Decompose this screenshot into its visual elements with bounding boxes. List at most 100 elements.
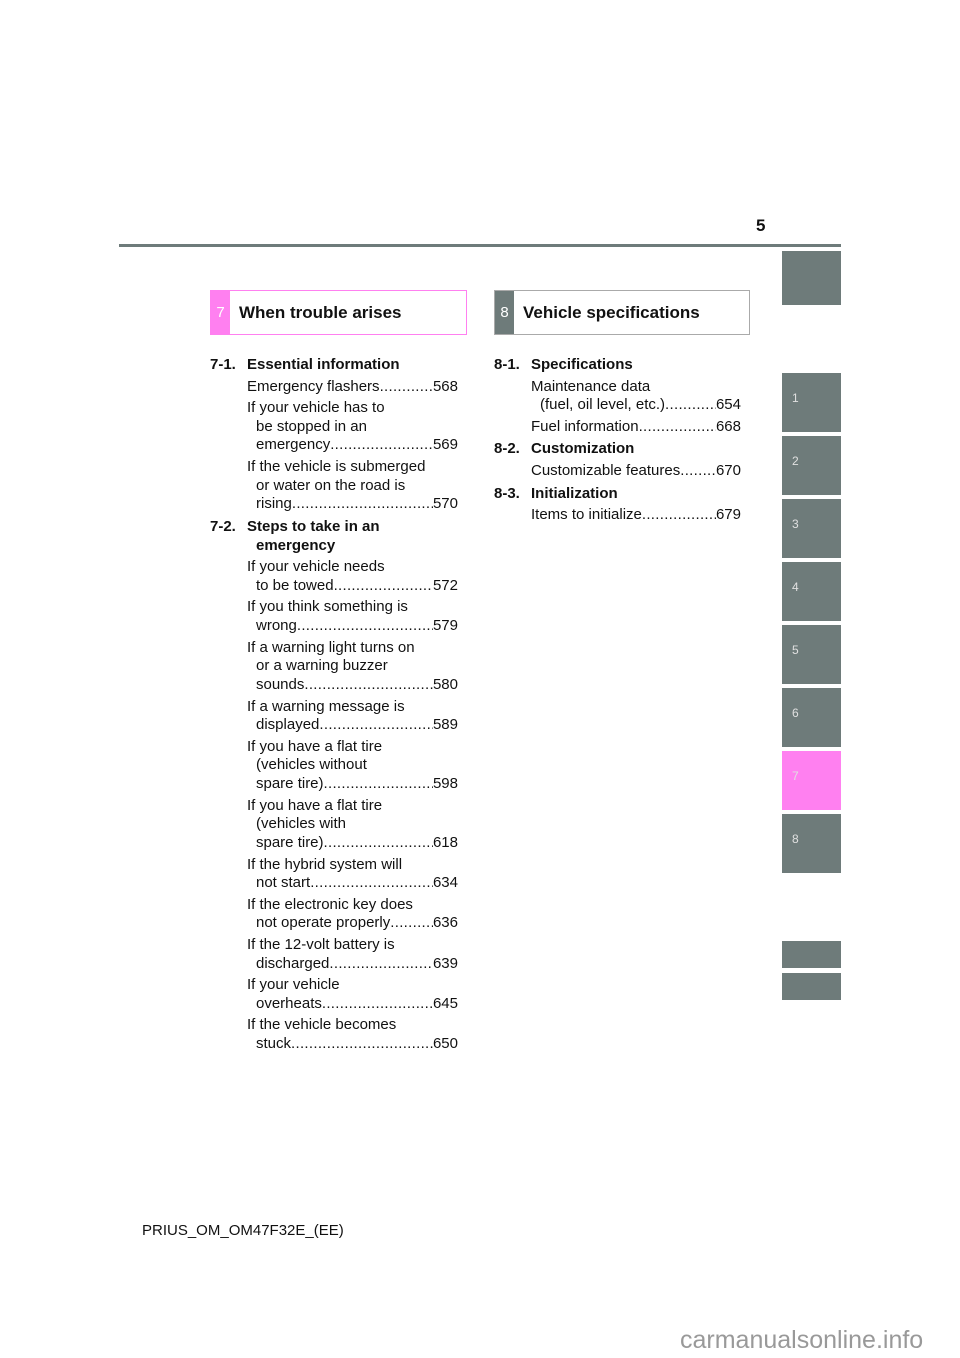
entry-text: (vehicles with [256,815,347,833]
entry-text: If the vehicle is submerged [247,457,426,475]
chapter-title: When trouble arises [239,302,402,322]
entry-text: If the 12-volt battery is [247,935,395,953]
entry-text: spare tire) [256,775,324,793]
dot-leader [291,1035,433,1054]
entry-text: emergency [256,436,331,454]
page-ref[interactable]: 639 [432,954,458,972]
entry-text: to be towed [256,576,334,594]
section-title: Steps to take in an [247,518,380,536]
tab-label: 1 [792,391,799,405]
index-tab-7[interactable]: 7 [782,751,841,810]
chapter-heading: 8 Vehicle specifications [494,290,750,335]
index-tab-5[interactable]: 5 [782,625,841,684]
entry-text: (vehicles without [256,756,367,774]
entry-text: not start [256,874,311,892]
dot-leader [304,676,433,695]
dot-leader [680,462,716,481]
toc-section[interactable]: 8-3. Initialization [494,485,741,504]
dot-leader [310,874,433,893]
index-tab-4[interactable]: 4 [782,562,841,621]
index-tab-6[interactable]: 6 [782,688,841,747]
entry-text: Customizable features [531,461,681,479]
toc-entry[interactable]: If you have a flat tire (vehicles without… [210,738,458,794]
toc-entry[interactable]: If the electronic key does not operate pr… [210,896,458,933]
section-title: Customization [531,440,635,458]
page-ref[interactable]: 568 [432,377,458,395]
entry-text: spare tire) [256,834,324,852]
page-ref[interactable]: 570 [432,495,458,513]
toc-entry[interactable]: Items to initialize 679 [494,506,741,525]
page-ref[interactable]: 598 [432,775,458,793]
entry-text: If your vehicle has to [247,399,385,416]
page-ref[interactable]: 579 [432,617,458,635]
toc-entry[interactable]: Emergency flashers 568 [210,378,458,397]
entry-text: discharged [256,954,330,972]
entry-text: Fuel information [531,417,639,435]
dot-leader [329,955,433,974]
entry-text: If you have a flat tire [247,796,383,814]
toc-entry[interactable]: Maintenance data(fuel, oil level, etc.) 6… [494,378,741,415]
toc-section[interactable]: 8-2. Customization [494,440,741,459]
toc-entry[interactable]: If you have a flat tire (vehicles with spa… [210,797,458,853]
toc-column: 8-1. Specifications Maintenance data (fuel,… [494,352,741,525]
entry-text: not operate properly [256,914,391,932]
index-tab-top[interactable] [782,251,841,305]
toc-section[interactable]: 7-2. Steps to take in an emergency [210,518,458,555]
watermark: carmanualsonline.info [680,1326,924,1354]
dot-leader [330,436,433,455]
entry-text: or water on the road is [256,476,406,494]
section-number: 7-2. [210,518,236,536]
dot-leader [322,995,433,1014]
page-ref[interactable]: 679 [715,506,741,524]
toc-entry[interactable]: If a warning light turns on or a warning … [210,639,458,695]
entry-text: If you think something is [247,598,408,616]
footer-doc-id: PRIUS_OM_OM47F32E_(EE) [142,1222,344,1239]
toc-section[interactable]: 8-1. Specifications [494,356,741,375]
chapter-heading: 7 When trouble arises [210,290,467,335]
toc-entry[interactable]: If your vehicle has to be stopped in an em… [210,399,458,455]
dot-leader [324,834,433,853]
section-title: Initialization [531,484,618,502]
page-ref[interactable]: 634 [432,874,458,892]
dot-leader [297,617,433,636]
dot-leader [642,506,716,525]
page-ref[interactable]: 654 [715,396,741,414]
entry-text: Emergency flashers [247,377,380,395]
page-ref[interactable]: 572 [432,576,458,594]
page-ref[interactable]: 670 [715,461,741,479]
page-ref[interactable]: 636 [432,914,458,932]
toc-entry[interactable]: Customizable features 670 [494,462,741,481]
entry-text: wrong [256,617,297,635]
toc-entry[interactable]: Fuel information 668 [494,418,741,437]
page-ref[interactable]: 618 [432,834,458,852]
entry-text: If the electronic key does [247,895,413,913]
index-tab-2[interactable]: 2 [782,436,841,495]
index-tab-3[interactable]: 3 [782,499,841,558]
index-tab-1[interactable]: 1 [782,373,841,432]
index-tab-8[interactable]: 8 [782,814,841,873]
section-number: 7-1. [210,356,236,373]
page-ref[interactable]: 645 [432,994,458,1012]
dot-leader [380,378,433,397]
index-tab-bottom-2[interactable] [782,973,841,1000]
entry-text: If a warning message is [247,697,405,715]
page-ref[interactable]: 650 [432,1035,458,1053]
toc-entry[interactable]: If the vehicle is submerged or water on t… [210,458,458,514]
index-tab-bottom-1[interactable] [782,941,841,968]
tab-label: 6 [792,706,799,720]
tab-label: 8 [792,832,799,846]
page-ref[interactable]: 580 [432,676,458,694]
page-ref[interactable]: 589 [432,716,458,734]
entry-text: Items to initialize [531,506,642,524]
toc-section[interactable]: 7-1. Essential information [210,356,458,375]
page-ref[interactable]: 569 [432,436,458,454]
page-ref[interactable]: 668 [715,417,741,435]
